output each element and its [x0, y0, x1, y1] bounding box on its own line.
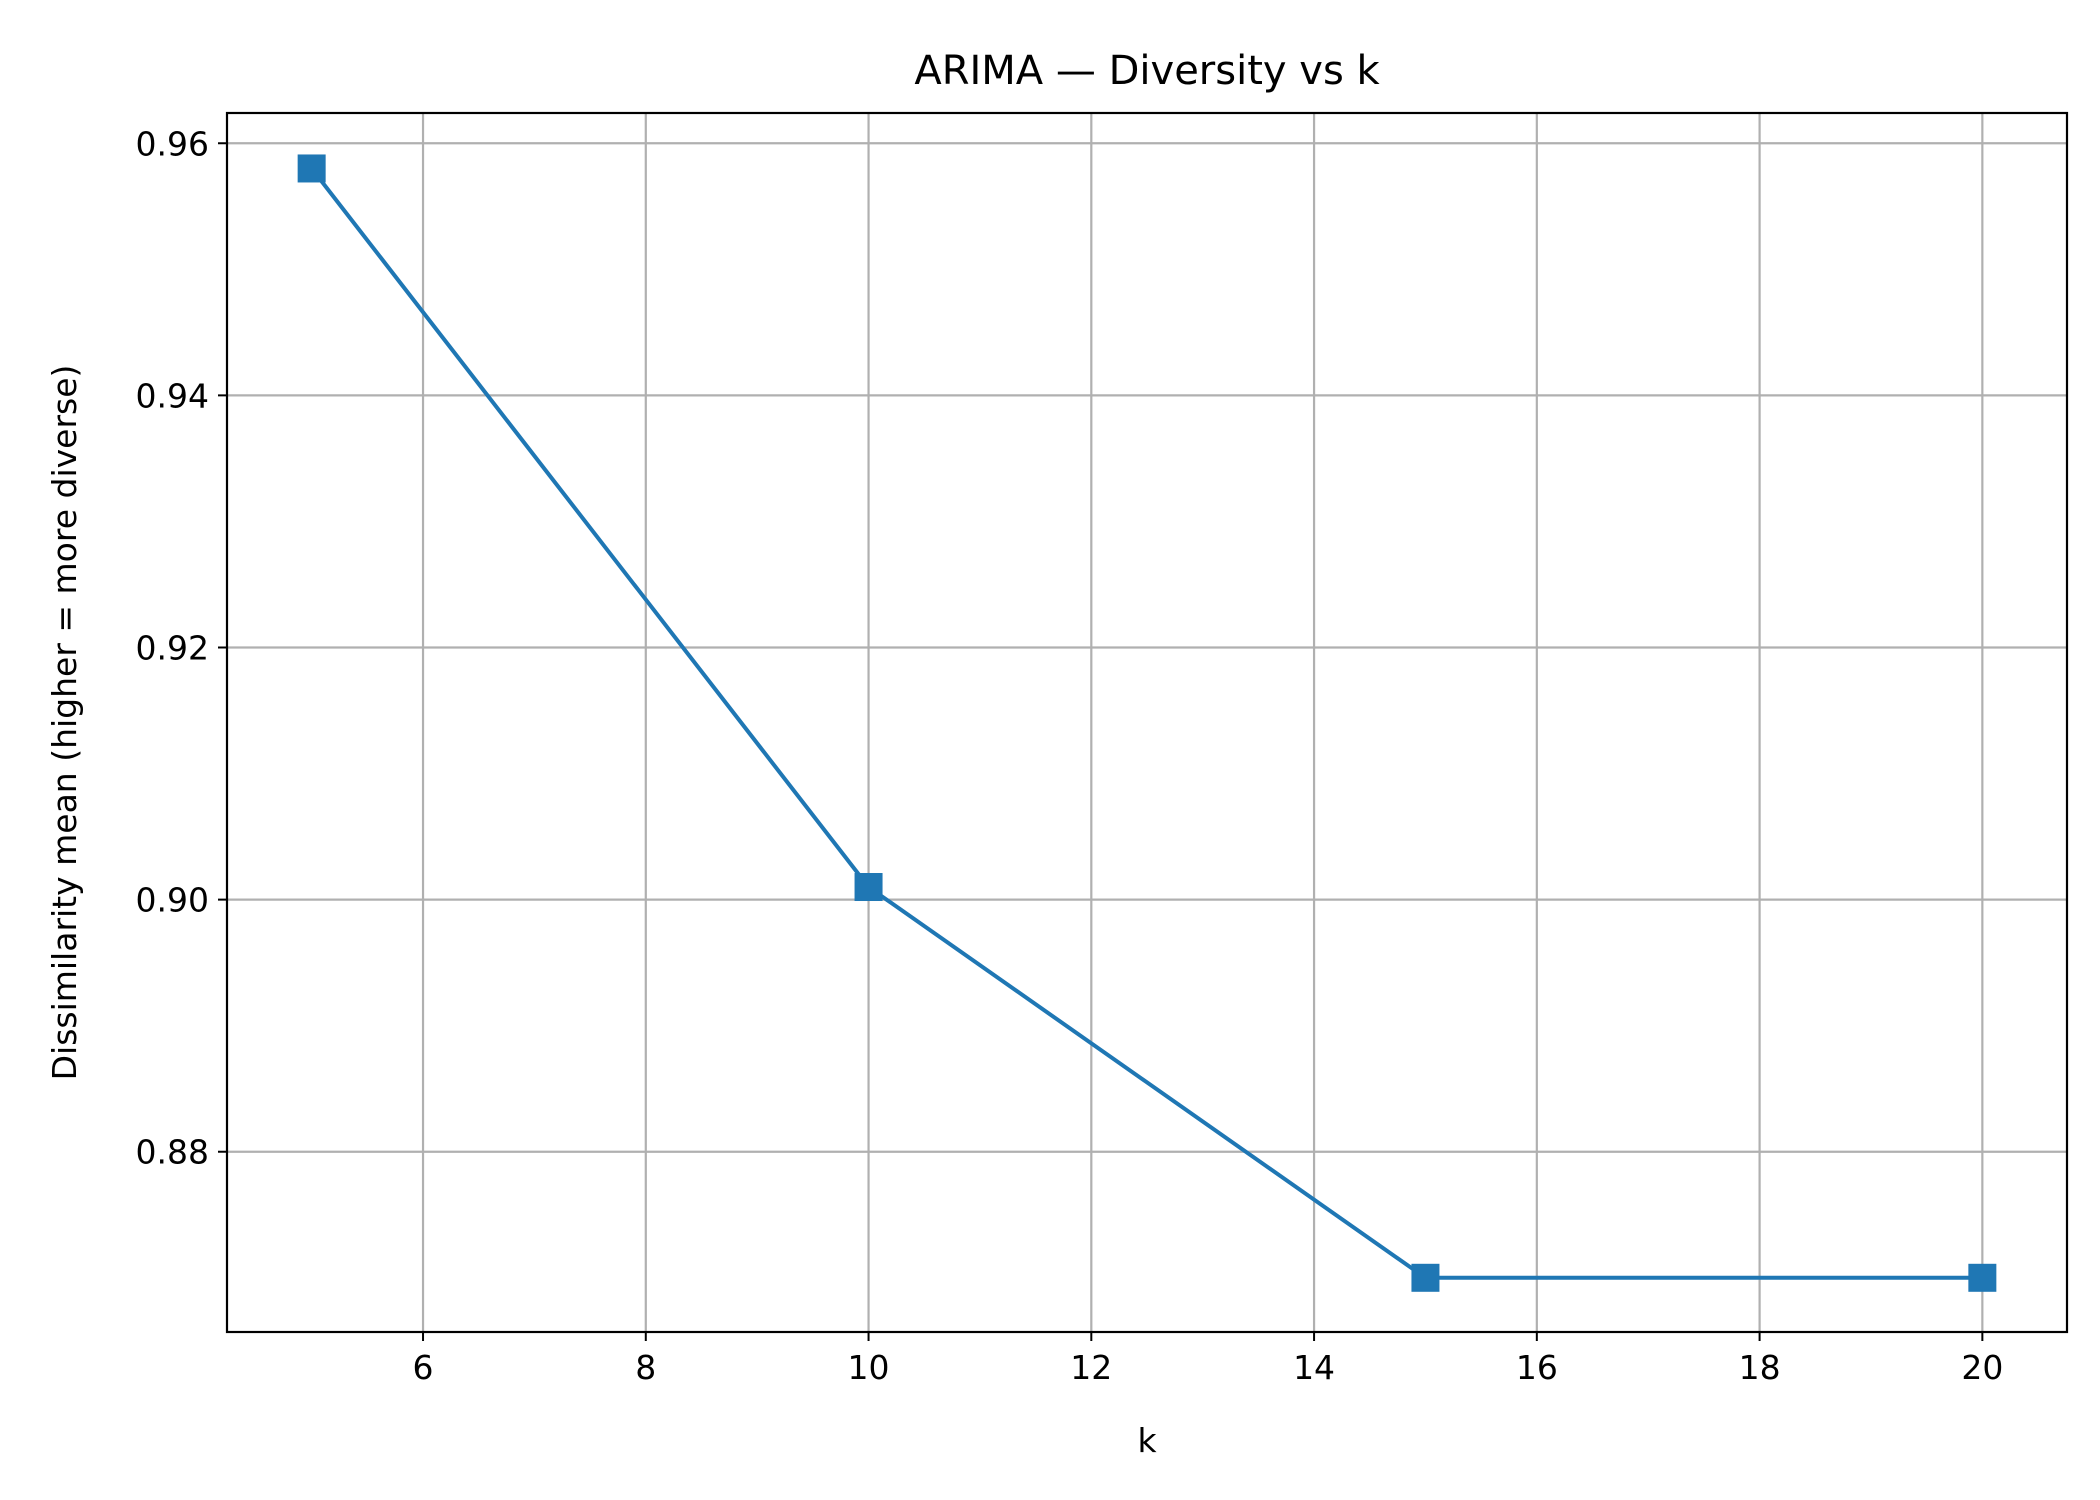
ticks: 6 8 10 12 14 16 18 20 0.88 0.90 0.92 0.94 0.96: [136, 124, 2004, 1387]
x-tick-label: 8: [635, 1348, 656, 1387]
chart-title: ARIMA — Diversity vs k: [914, 48, 1380, 94]
data-point: [297, 154, 326, 183]
x-tick-label: 20: [1961, 1348, 2003, 1387]
data-point: [1411, 1263, 1440, 1292]
grid: [227, 113, 2067, 1332]
x-axis-title: k: [1137, 1421, 1157, 1460]
series-layer: [297, 154, 1997, 1292]
y-tick-label: 0.96: [136, 124, 209, 163]
plot-frame: [225, 111, 2069, 1334]
y-tick-label: 0.90: [136, 881, 209, 920]
data-point: [854, 873, 883, 902]
x-tick-label: 6: [413, 1348, 434, 1387]
x-tick-label: 12: [1070, 1348, 1112, 1387]
x-tick-label: 10: [848, 1348, 890, 1387]
y-tick-label: 0.94: [136, 376, 209, 415]
series-line: [310, 167, 1983, 1280]
y-tick-label: 0.88: [136, 1133, 209, 1172]
x-tick-label: 14: [1293, 1348, 1335, 1387]
data-point: [1968, 1263, 1997, 1292]
y-axis-title: Dissimilarity mean (higher = more divers…: [45, 365, 84, 1081]
x-tick-label: 16: [1516, 1348, 1558, 1387]
y-tick-label: 0.92: [136, 628, 209, 667]
x-tick-label: 18: [1739, 1348, 1781, 1387]
